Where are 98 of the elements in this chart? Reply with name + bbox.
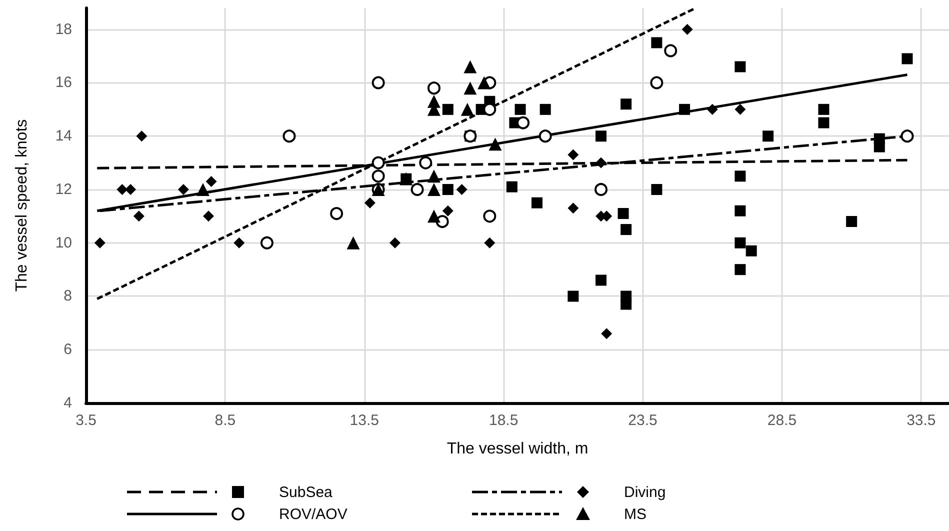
point bbox=[706, 104, 718, 115]
x-tick-label: 23.5 bbox=[628, 412, 658, 429]
x-tick-label: 3.5 bbox=[76, 412, 96, 429]
point bbox=[620, 224, 632, 236]
point bbox=[734, 237, 746, 248]
point bbox=[568, 290, 579, 302]
point bbox=[618, 208, 629, 220]
point bbox=[601, 328, 612, 340]
point bbox=[484, 237, 496, 248]
y-tick-label: 16 bbox=[55, 74, 72, 92]
point bbox=[651, 37, 662, 48]
point bbox=[734, 104, 746, 115]
point bbox=[125, 184, 136, 195]
point bbox=[900, 130, 914, 143]
point bbox=[442, 184, 454, 195]
point bbox=[483, 102, 496, 116]
point bbox=[818, 104, 830, 115]
point bbox=[442, 104, 454, 115]
point bbox=[427, 210, 440, 223]
point bbox=[202, 210, 214, 222]
y-tick-label: 18 bbox=[55, 20, 72, 38]
point bbox=[282, 130, 296, 143]
legend-label: Diving bbox=[624, 484, 666, 500]
point bbox=[372, 156, 385, 170]
point bbox=[478, 76, 491, 90]
point bbox=[419, 156, 432, 170]
point bbox=[902, 53, 913, 64]
point bbox=[410, 182, 424, 196]
y-tick-label: 6 bbox=[64, 341, 72, 358]
point bbox=[568, 149, 579, 160]
point bbox=[596, 130, 607, 142]
point bbox=[364, 197, 376, 208]
point bbox=[874, 141, 885, 152]
point bbox=[514, 104, 526, 115]
y-tick-label: 8 bbox=[64, 288, 72, 305]
point bbox=[464, 82, 477, 95]
point bbox=[427, 182, 440, 196]
point bbox=[540, 104, 551, 115]
x-tick-label: 13.5 bbox=[350, 412, 379, 429]
y-tick-label: 14 bbox=[55, 128, 72, 145]
point bbox=[734, 205, 746, 216]
y-tick-label: 10 bbox=[55, 234, 72, 252]
point bbox=[456, 184, 468, 195]
point bbox=[734, 170, 746, 182]
point bbox=[427, 82, 440, 95]
point bbox=[818, 117, 830, 128]
legend-label: MS bbox=[624, 506, 646, 522]
point bbox=[594, 182, 608, 196]
point bbox=[427, 170, 440, 183]
point bbox=[260, 236, 274, 250]
point bbox=[372, 170, 385, 183]
y-tick-label: 12 bbox=[55, 180, 72, 198]
point bbox=[664, 44, 678, 58]
point bbox=[346, 236, 360, 250]
point bbox=[506, 181, 518, 192]
point bbox=[330, 207, 344, 220]
point bbox=[531, 197, 542, 208]
point bbox=[372, 76, 385, 90]
point bbox=[516, 116, 530, 130]
point bbox=[464, 60, 477, 74]
point bbox=[679, 104, 690, 115]
point bbox=[390, 237, 401, 248]
point bbox=[234, 237, 245, 248]
point bbox=[734, 61, 746, 72]
point bbox=[734, 264, 746, 276]
point bbox=[442, 205, 454, 216]
x-tick-label: 28.5 bbox=[767, 412, 797, 429]
point bbox=[133, 210, 144, 222]
point bbox=[650, 76, 664, 90]
point bbox=[483, 210, 496, 223]
point bbox=[762, 130, 774, 142]
point bbox=[596, 157, 607, 168]
point bbox=[196, 182, 210, 196]
point bbox=[846, 216, 858, 228]
y-tick-label: 4 bbox=[64, 394, 72, 412]
x-axis-title: The vessel width, m bbox=[446, 440, 588, 458]
point bbox=[620, 98, 632, 110]
point bbox=[682, 24, 693, 35]
point bbox=[94, 237, 106, 248]
point bbox=[620, 298, 632, 310]
point bbox=[596, 274, 607, 286]
point bbox=[488, 138, 502, 151]
point bbox=[460, 102, 474, 116]
x-tick-label: 18.5 bbox=[488, 412, 518, 429]
point bbox=[568, 202, 579, 214]
point bbox=[206, 176, 217, 187]
x-tick-label: 8.5 bbox=[214, 412, 236, 429]
point bbox=[436, 215, 449, 228]
point bbox=[116, 184, 128, 195]
point bbox=[178, 184, 189, 195]
x-tick-label: 33.5 bbox=[906, 412, 936, 429]
point bbox=[746, 245, 757, 256]
y-axis-title: The vessel speed, knots bbox=[14, 119, 30, 292]
point bbox=[538, 130, 552, 143]
legend-label: ROV/AOV bbox=[279, 506, 348, 522]
point bbox=[651, 184, 662, 195]
legend-label: SubSea bbox=[279, 484, 332, 500]
point bbox=[136, 130, 148, 142]
